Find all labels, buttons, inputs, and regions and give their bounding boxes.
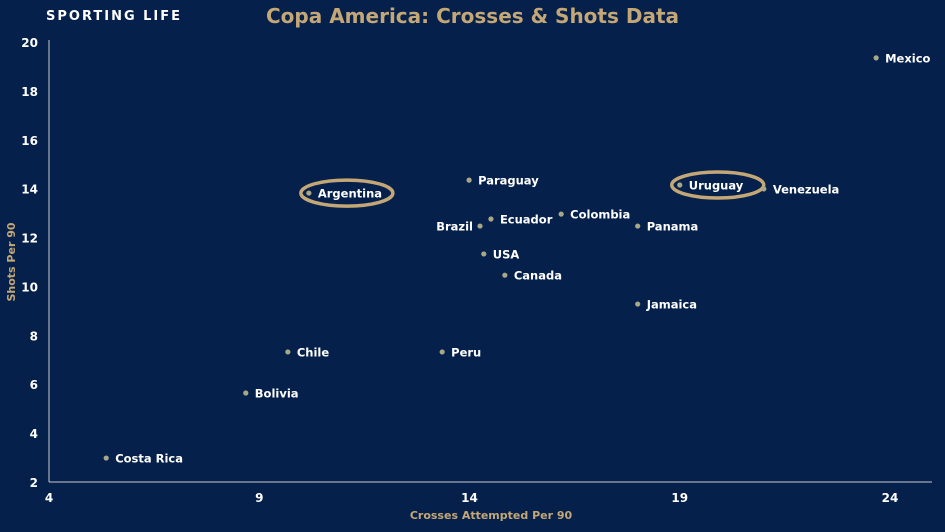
data-point [306, 190, 312, 196]
data-point [481, 251, 487, 257]
point-label: Paraguay [478, 174, 539, 188]
highlight-ring [299, 178, 395, 208]
point-label: Costa Rica [115, 452, 183, 466]
point-label: Argentina [318, 187, 382, 201]
point-label: Bolivia [255, 387, 299, 401]
point-label: Colombia [570, 208, 630, 222]
data-point [502, 272, 508, 278]
y-tick-label: 14 [21, 183, 38, 197]
data-point [558, 211, 564, 217]
y-tick-label: 16 [21, 134, 38, 148]
data-point [635, 223, 641, 229]
y-axis-label: Shots Per 90 [5, 222, 18, 301]
data-point [285, 349, 291, 355]
x-axis-label: Crosses Attempted Per 90 [410, 509, 573, 522]
y-tick-label: 10 [21, 280, 38, 294]
data-point [243, 390, 249, 396]
brand-logo-text: SPORTING LIFE [46, 9, 183, 24]
data-point [761, 186, 767, 192]
data-point [466, 177, 472, 183]
point-label: Chile [297, 345, 330, 359]
y-tick-label: 4 [30, 427, 38, 441]
y-tick-label: 6 [30, 378, 38, 392]
data-point [439, 349, 445, 355]
chart-title: Copa America: Crosses & Shots Data [266, 4, 679, 28]
x-tick-label: 9 [255, 491, 263, 505]
x-tick-label: 4 [45, 491, 53, 505]
x-tick-label: 24 [882, 491, 899, 505]
highlight-ring [670, 170, 766, 200]
y-tick-label: 20 [21, 36, 38, 50]
point-label: Mexico [885, 51, 930, 65]
y-tick-label: 2 [30, 476, 38, 490]
point-label: Panama [647, 220, 699, 234]
data-point [873, 55, 879, 61]
y-tick-label: 8 [30, 329, 38, 343]
point-label: Uruguay [689, 179, 744, 193]
y-tick-label: 18 [21, 85, 38, 99]
point-label: Brazil [436, 220, 473, 234]
y-tick-label: 12 [21, 232, 38, 246]
point-label: Jamaica [646, 298, 697, 312]
point-label: USA [493, 247, 520, 261]
x-tick-label: 19 [671, 491, 688, 505]
data-point [677, 182, 683, 188]
point-label: Canada [514, 269, 562, 283]
data-point [635, 301, 641, 307]
data-point [103, 455, 109, 461]
data-point [477, 223, 483, 229]
point-label: Venezuela [773, 182, 839, 196]
point-label: Ecuador [500, 212, 553, 226]
point-label: Peru [451, 345, 481, 359]
data-point [488, 216, 494, 222]
x-tick-label: 14 [461, 491, 478, 505]
